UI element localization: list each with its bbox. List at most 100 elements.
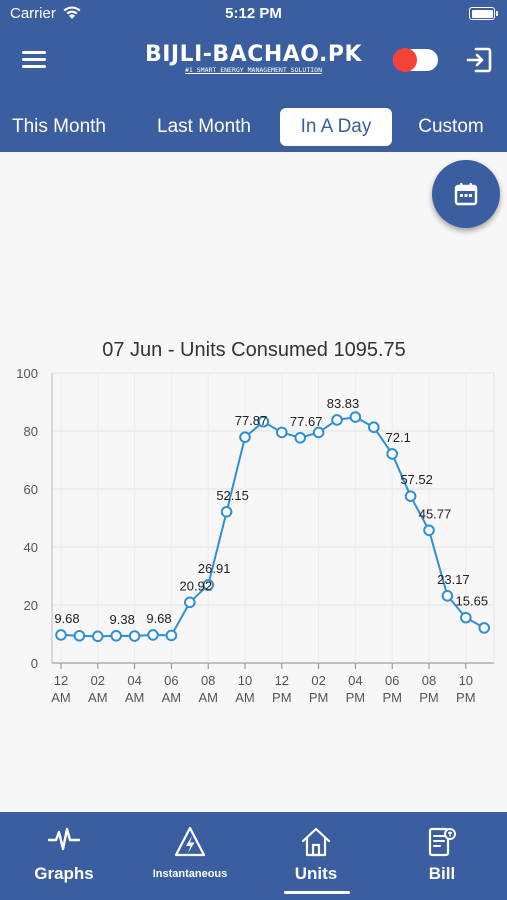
data-point (478, 622, 491, 634)
nav-units-label: Units (294, 864, 338, 883)
status-bar: Carrier 5:12 PM (0, 0, 507, 28)
x-tick-label: PM (419, 690, 439, 705)
x-tick-label: AM (88, 690, 108, 705)
data-label: 72.1 (386, 430, 411, 445)
active-tab-indicator (284, 891, 350, 894)
toggle-knob (393, 48, 417, 72)
calendar-icon (454, 183, 478, 206)
x-tick-label: AM (162, 690, 182, 705)
x-tick-label: 08 (201, 673, 215, 688)
x-tick-label: AM (198, 690, 218, 705)
x-tick-label: 04 (348, 673, 362, 688)
series-line (60, 416, 485, 638)
x-tick-label: AM (51, 690, 71, 705)
x-tick-label: 06 (385, 673, 399, 688)
data-label: 52.15 (216, 488, 249, 503)
data-point (73, 629, 86, 642)
brand-tagline: #1 SMART ENERGY MANAGEMENT SOLUTION (185, 66, 322, 74)
nav-bill[interactable]: Bill (379, 812, 505, 900)
clock: 5:12 PM (225, 5, 282, 22)
y-tick-label: 80 (24, 424, 38, 439)
data-point (441, 590, 454, 602)
data-label: 9.68 (54, 611, 79, 626)
data-point (202, 579, 214, 591)
y-tick-label: 60 (24, 482, 38, 497)
chart-title: 07 Jun - Units Consumed 1095.75 (102, 339, 406, 361)
bill-icon (428, 827, 456, 857)
x-tick-label: 12 (275, 673, 289, 688)
nav-graphs-label: Graphs (34, 864, 94, 883)
home-icon (301, 827, 331, 857)
tab-last-month[interactable]: Last Month (157, 116, 251, 137)
menu-icon[interactable] (22, 48, 48, 70)
data-point (239, 431, 251, 443)
x-tick-label: AM (125, 690, 145, 705)
x-tick-label: PM (456, 690, 476, 705)
y-tick-label: 0 (31, 656, 38, 671)
data-point (165, 629, 178, 642)
carrier-label: Carrier (10, 5, 56, 22)
app-header: Carrier 5:12 PM BIJLI-BACHAO.PK #1 SMART… (0, 0, 507, 152)
nav-instantaneous[interactable]: Instantaneous (127, 812, 253, 900)
nav-instantaneous-label: Instantaneous (152, 868, 228, 880)
x-tick-label: PM (382, 690, 402, 705)
data-point (92, 630, 104, 643)
tab-this-month[interactable]: This Month (12, 116, 106, 137)
tab-in-a-day[interactable]: In A Day (280, 108, 392, 146)
x-tick-label: PM (309, 690, 329, 705)
x-tick-label: 10 (459, 673, 473, 688)
calendar-button[interactable] (432, 160, 500, 228)
data-label: 83.83 (327, 396, 360, 411)
data-label: 77.87 (235, 413, 268, 428)
data-point (460, 611, 472, 624)
data-point (220, 505, 233, 518)
data-label: 9.68 (146, 611, 171, 626)
range-tabs: This Month Last Month In A Day Custom (0, 108, 507, 146)
nav-graphs[interactable]: Graphs (1, 812, 127, 900)
data-point (147, 629, 159, 641)
logout-icon[interactable] (465, 46, 493, 74)
data-label: 23.17 (437, 572, 470, 587)
data-label: 77.67 (290, 414, 323, 429)
bottom-navigation: Graphs Instantaneous Units Bill (0, 812, 507, 900)
brand-logo: BIJLI-BACHAO.PK #1 SMART ENERGY MANAGEME… (0, 42, 507, 74)
x-tick-label: PM (272, 690, 292, 705)
data-point (312, 426, 325, 439)
x-tick-label: 04 (127, 673, 141, 688)
x-tick-label: 08 (422, 673, 436, 688)
tab-custom[interactable]: Custom (418, 116, 484, 137)
power-toggle[interactable] (393, 48, 438, 72)
battery-icon (469, 7, 498, 20)
x-tick-label: 02 (311, 673, 325, 688)
data-point (423, 524, 435, 537)
data-point (257, 415, 270, 428)
data-label: 26.91 (198, 561, 231, 576)
x-tick-label: 02 (91, 673, 105, 688)
nav-bill-label: Bill (428, 864, 456, 883)
nav-units[interactable]: Units (253, 812, 379, 900)
data-label: 45.77 (419, 506, 452, 521)
x-tick-label: PM (346, 690, 366, 705)
data-point (404, 490, 417, 502)
pulse-icon (48, 827, 80, 851)
brand-name: BIJLI-BACHAO.PK (144, 42, 363, 67)
y-tick-label: 100 (16, 366, 38, 381)
x-tick-label: 12 (54, 673, 68, 688)
units-line-chart: 07 Jun - Units Consumed 1095.75 02040608… (16, 339, 495, 705)
x-tick-label: AM (235, 690, 255, 705)
data-point (368, 421, 380, 434)
data-point (128, 630, 141, 642)
y-tick-label: 20 (24, 598, 38, 613)
data-label: 57.52 (400, 472, 433, 487)
x-tick-label: 06 (164, 673, 178, 688)
data-point (294, 431, 307, 444)
data-point (386, 448, 399, 460)
x-tick-label: 10 (238, 673, 252, 688)
data-label: 20.92 (180, 578, 213, 593)
data-label: 9.38 (110, 612, 135, 627)
data-point (110, 629, 122, 642)
lightning-icon (174, 826, 206, 857)
data-point (331, 414, 343, 426)
y-tick-label: 40 (24, 540, 38, 555)
data-point (184, 596, 196, 609)
